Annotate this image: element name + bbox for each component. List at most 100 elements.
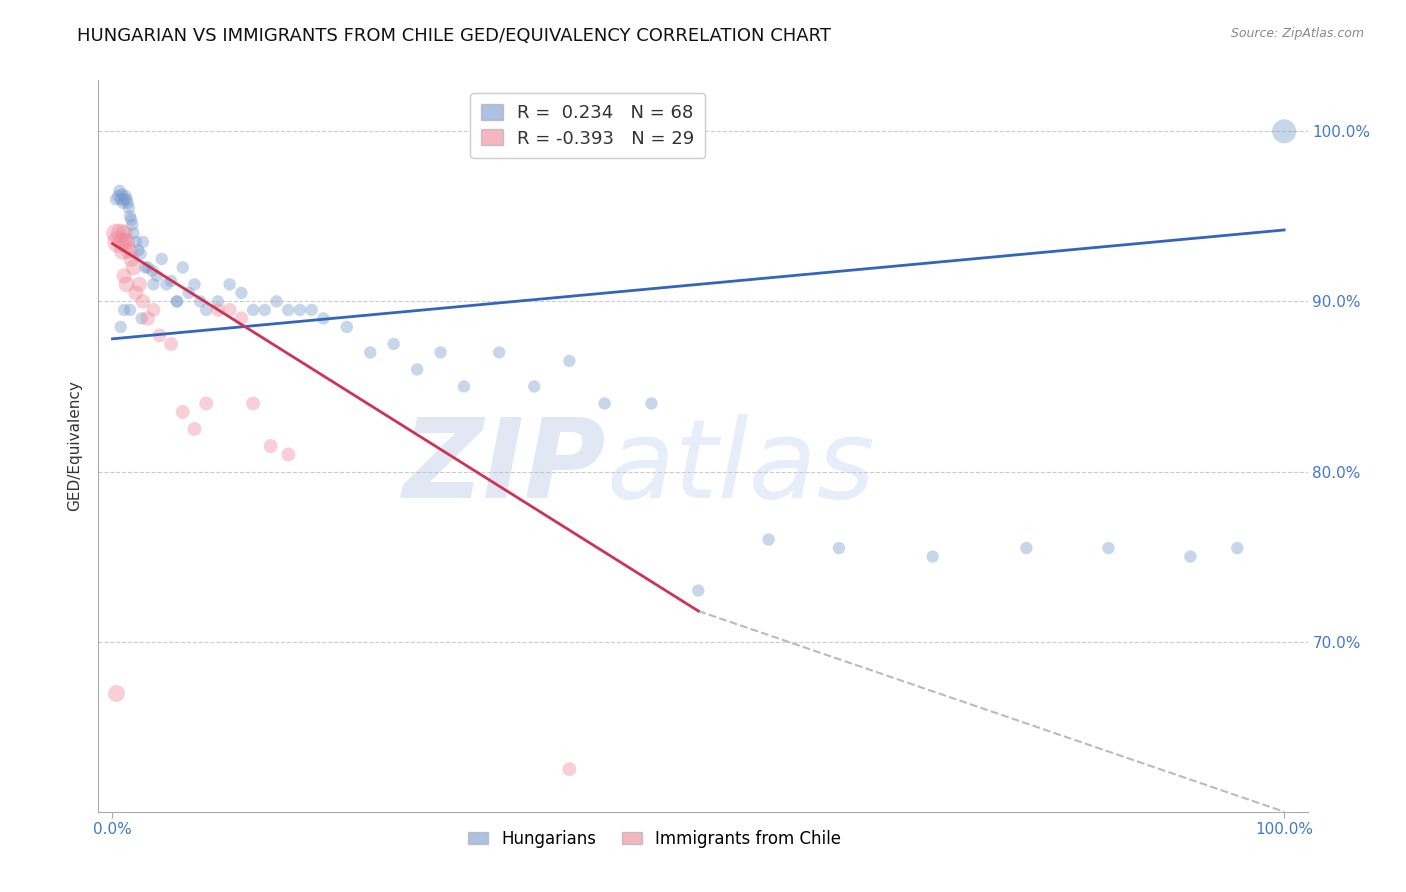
Point bbox=[112, 192, 135, 206]
Point bbox=[277, 448, 299, 462]
Point bbox=[146, 268, 169, 283]
Point bbox=[231, 285, 253, 300]
Point bbox=[136, 311, 159, 326]
Point bbox=[120, 210, 141, 224]
Point bbox=[142, 277, 165, 292]
Point bbox=[183, 422, 205, 436]
Point bbox=[120, 212, 142, 227]
Point bbox=[122, 260, 145, 275]
Point bbox=[828, 541, 851, 555]
Point bbox=[142, 302, 165, 317]
Point bbox=[288, 302, 311, 317]
Point bbox=[1272, 124, 1295, 138]
Point bbox=[359, 345, 381, 359]
Point bbox=[111, 235, 134, 249]
Point bbox=[107, 189, 129, 203]
Point bbox=[117, 195, 139, 210]
Point bbox=[125, 285, 148, 300]
Point bbox=[312, 311, 335, 326]
Point bbox=[131, 311, 153, 326]
Point bbox=[160, 337, 183, 351]
Point bbox=[1226, 541, 1249, 555]
Point bbox=[134, 260, 156, 275]
Point bbox=[155, 277, 177, 292]
Point bbox=[110, 320, 132, 334]
Point bbox=[107, 235, 129, 249]
Point bbox=[110, 227, 132, 241]
Point bbox=[141, 264, 163, 278]
Point bbox=[277, 302, 299, 317]
Point bbox=[253, 302, 276, 317]
Point bbox=[231, 311, 253, 326]
Point bbox=[114, 189, 136, 203]
Point bbox=[150, 252, 173, 266]
Point bbox=[172, 405, 194, 419]
Point bbox=[266, 294, 288, 309]
Point bbox=[112, 195, 135, 210]
Point bbox=[120, 302, 141, 317]
Point bbox=[112, 227, 135, 241]
Point bbox=[121, 218, 143, 232]
Point bbox=[558, 354, 581, 368]
Text: ZIP: ZIP bbox=[402, 415, 606, 522]
Point bbox=[112, 302, 135, 317]
Point bbox=[1015, 541, 1038, 555]
Point bbox=[593, 396, 616, 410]
Point bbox=[118, 201, 141, 215]
Point bbox=[1097, 541, 1119, 555]
Point bbox=[115, 277, 138, 292]
Point bbox=[242, 302, 264, 317]
Point bbox=[218, 277, 240, 292]
Point bbox=[453, 379, 475, 393]
Y-axis label: GED/Equivalency: GED/Equivalency bbox=[67, 381, 83, 511]
Point bbox=[183, 277, 205, 292]
Point bbox=[177, 285, 200, 300]
Point bbox=[921, 549, 943, 564]
Point bbox=[111, 187, 134, 202]
Point bbox=[336, 320, 359, 334]
Point bbox=[115, 192, 138, 206]
Point bbox=[118, 244, 141, 258]
Point bbox=[488, 345, 510, 359]
Text: HUNGARIAN VS IMMIGRANTS FROM CHILE GED/EQUIVALENCY CORRELATION CHART: HUNGARIAN VS IMMIGRANTS FROM CHILE GED/E… bbox=[77, 27, 831, 45]
Point bbox=[125, 235, 148, 249]
Point bbox=[105, 192, 128, 206]
Point bbox=[120, 252, 142, 266]
Point bbox=[105, 227, 128, 241]
Point bbox=[1180, 549, 1202, 564]
Point bbox=[112, 244, 135, 258]
Point bbox=[136, 260, 159, 275]
Point bbox=[148, 328, 170, 343]
Text: atlas: atlas bbox=[606, 415, 875, 522]
Text: Source: ZipAtlas.com: Source: ZipAtlas.com bbox=[1230, 27, 1364, 40]
Point bbox=[218, 302, 240, 317]
Point bbox=[132, 294, 155, 309]
Point bbox=[558, 762, 581, 776]
Point bbox=[260, 439, 283, 453]
Point bbox=[166, 294, 188, 309]
Point bbox=[301, 302, 323, 317]
Point bbox=[429, 345, 451, 359]
Point bbox=[122, 227, 145, 241]
Point bbox=[188, 294, 212, 309]
Point bbox=[195, 396, 218, 410]
Point bbox=[758, 533, 780, 547]
Point bbox=[242, 396, 264, 410]
Point bbox=[115, 235, 138, 249]
Point bbox=[112, 268, 135, 283]
Point bbox=[108, 184, 131, 198]
Point bbox=[406, 362, 429, 376]
Point bbox=[172, 260, 194, 275]
Point bbox=[207, 302, 229, 317]
Point bbox=[160, 274, 183, 288]
Point bbox=[105, 686, 128, 700]
Point bbox=[523, 379, 546, 393]
Point bbox=[129, 247, 152, 261]
Point bbox=[127, 244, 149, 258]
Point bbox=[195, 302, 218, 317]
Point bbox=[166, 294, 188, 309]
Point bbox=[640, 396, 662, 410]
Point bbox=[128, 277, 150, 292]
Point bbox=[382, 337, 405, 351]
Point bbox=[110, 192, 132, 206]
